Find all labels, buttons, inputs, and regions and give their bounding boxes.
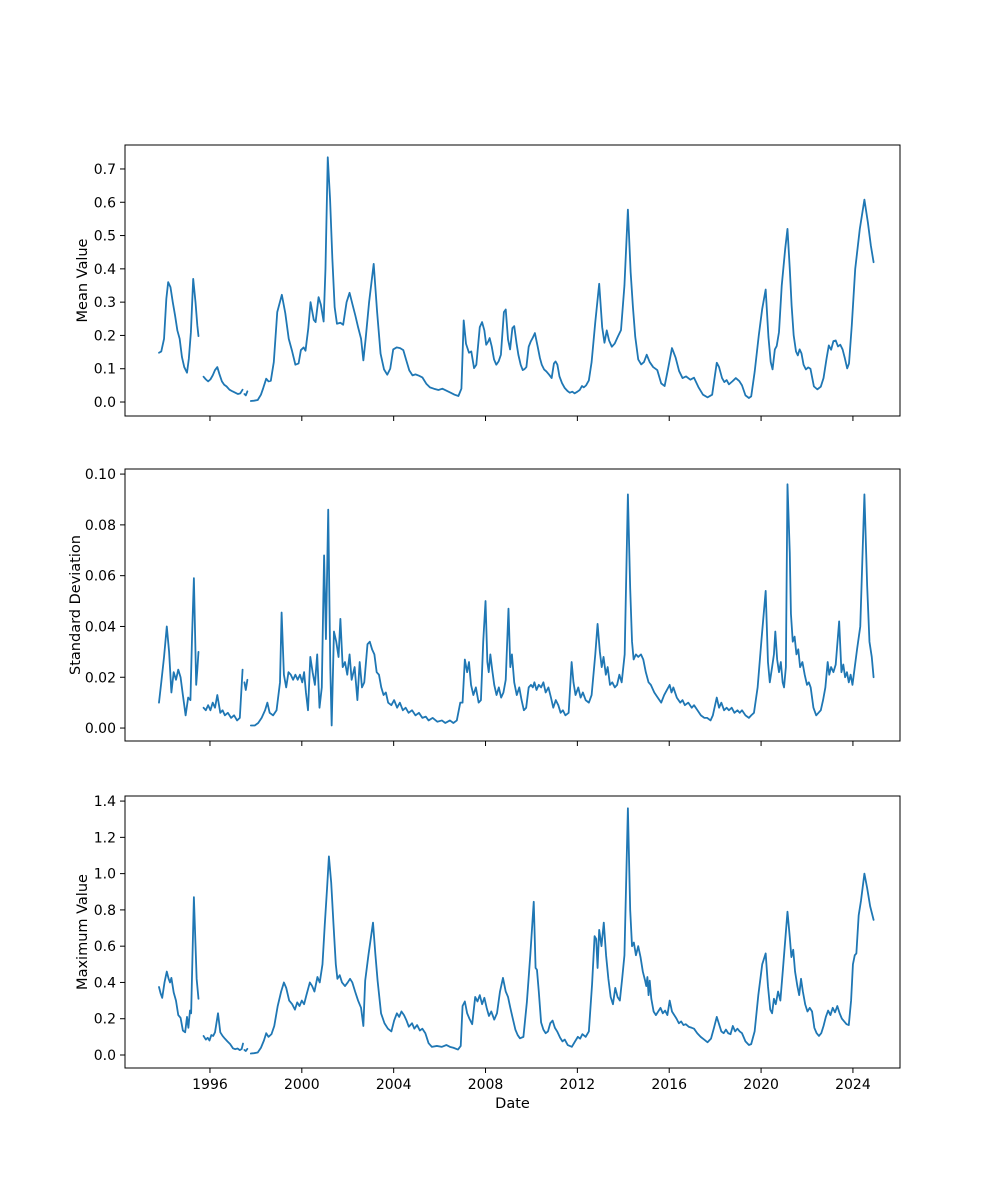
series-line-segment-2 <box>202 668 244 722</box>
y-tick-label: 0.0 <box>94 1048 116 1064</box>
y-tick-label: 0.4 <box>94 262 116 278</box>
y-tick-label: 0.04 <box>85 619 116 635</box>
y-tick-label: 0.6 <box>94 939 116 955</box>
x-tick-label: 2000 <box>284 1077 320 1093</box>
y-axis-label: Maximum Value <box>75 874 91 990</box>
series-line-segment-3 <box>243 1047 249 1052</box>
y-tick-label: 1.0 <box>94 867 116 883</box>
subplot-1: 0.0 0.1 0.2 0.3 0.4 0.5 0.6 0.7 Mean Value <box>75 144 901 421</box>
y-tick-label: 0.2 <box>94 1012 116 1028</box>
y-tick-label: 0.7 <box>94 162 116 178</box>
series-line-segment-4 <box>249 483 875 727</box>
axes-frame <box>124 468 901 742</box>
series-line-segment-1 <box>158 577 200 717</box>
y-tick-label: 0.10 <box>85 467 116 483</box>
y-tick-label: 0.2 <box>94 328 116 344</box>
series-line-segment-4 <box>249 156 875 402</box>
y-tick-label: 0.1 <box>94 362 116 378</box>
series-line-segment-3 <box>243 390 249 397</box>
y-tick-label: 0.06 <box>85 569 116 585</box>
series-line-segment-4 <box>249 807 875 1055</box>
series-line-segment-2 <box>202 366 244 395</box>
subplot-2: 0.00 0.02 0.04 0.06 0.08 0.10 Standard Deviati… <box>68 467 901 746</box>
series-line-segment-3 <box>243 678 249 691</box>
y-tick-label: 0.02 <box>85 670 116 686</box>
y-axis-label: Mean Value <box>75 238 91 322</box>
x-tick-label: 2008 <box>468 1077 504 1093</box>
series-line-segment-1 <box>158 277 200 374</box>
x-tick-label: 1996 <box>192 1077 228 1093</box>
y-tick-label: 0.5 <box>94 229 116 245</box>
x-tick-label: 2012 <box>560 1077 596 1093</box>
y-tick-label: 0.8 <box>94 903 116 919</box>
x-tick-label: 2024 <box>835 1077 871 1093</box>
axes-frame <box>124 795 901 1069</box>
x-tick-label: 2020 <box>743 1077 779 1093</box>
y-tick-label: 0.6 <box>94 195 116 211</box>
x-tick-label: 2016 <box>651 1077 687 1093</box>
x-axis-label: Date <box>495 1096 530 1112</box>
y-tick-label: 0.00 <box>85 721 116 737</box>
axes-frame <box>124 144 901 417</box>
series-line-segment-1 <box>158 896 200 1034</box>
subplot-3: 0.0 0.2 0.4 0.6 0.8 1.0 1.2 1.4 1996 2000 2004 2008… <box>75 794 901 1112</box>
x-tick-label: 2004 <box>376 1077 412 1093</box>
y-axis-label: Standard Deviation <box>68 535 84 675</box>
y-tick-label: 0.0 <box>94 395 116 411</box>
y-tick-label: 0.3 <box>94 295 116 311</box>
y-tick-label: 0.08 <box>85 518 116 534</box>
y-tick-label: 1.2 <box>94 830 116 846</box>
y-tick-label: 1.4 <box>94 794 116 810</box>
y-tick-label: 0.4 <box>94 975 116 991</box>
series-line-segment-2 <box>202 1012 244 1051</box>
